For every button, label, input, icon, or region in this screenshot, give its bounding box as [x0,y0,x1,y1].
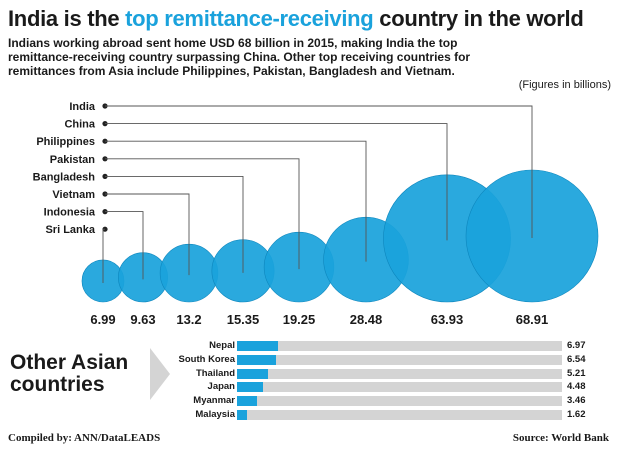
value-pakistan: 19.25 [283,312,316,327]
bar-track-thailand [237,368,562,379]
subtitle: Indians working abroad sent home USD 68 … [8,36,471,78]
value-bangladesh: 15.35 [227,312,260,327]
label-philippines: Philippines [36,136,95,148]
connector-indonesia [105,211,144,280]
bar-label-south-korea: South Korea [178,353,235,365]
page-title: India is the top remittance-receiving co… [8,6,584,32]
title-suffix: country in the world [373,6,584,31]
bar-value-japan: 4.48 [567,381,586,393]
compiled-by: Compiled by: ANN/DataLEADS [8,432,161,444]
label-sri-lanka: Sri Lanka [45,224,95,236]
label-indonesia: Indonesia [44,207,96,219]
label-china: China [64,119,95,131]
connector-sri-lanka [102,228,105,283]
bar-label-thailand: Thailand [195,367,235,379]
label-india: India [69,101,96,113]
bar-track-japan [237,382,562,393]
bar-nepal [237,341,279,351]
title-prefix: India is the [8,6,126,31]
value-vietnam: 13.2 [176,312,201,327]
source: Source: World Bank [512,432,609,444]
bar-japan [237,382,264,393]
bar-thailand [237,368,268,379]
title-accent: top remittance-receiving [125,6,374,31]
connector-pakistan [105,158,300,270]
label-bangladesh: Bangladesh [33,171,96,183]
value-labels-group: 68.91 63.93 28.48 19.25 15.35 13.2 9.63 6.99 [90,312,548,327]
connector-bangladesh [105,175,244,273]
bar-value-south-korea: 6.54 [567,353,586,365]
connector-vietnam [105,193,190,276]
value-indonesia: 9.63 [130,312,155,327]
units-note: (Figures in billions) [518,79,611,91]
value-india: 68.91 [516,312,549,327]
value-china: 63.93 [431,312,464,327]
value-sri-lanka: 6.99 [90,312,115,327]
bar-label-japan: Japan [207,381,235,393]
label-pakistan: Pakistan [50,154,96,166]
other-asian-countries-title: Other Asian countries [10,352,128,396]
bar-track-malaysia [237,410,562,420]
bar-south-korea [237,354,276,365]
bubble-chart: India China Philippines Pakistan Bangladesh V… [33,101,599,327]
bar-label-myanmar: Myanmar [193,395,235,407]
bar-myanmar [237,396,258,407]
other-title-line2: countries [10,373,105,396]
bar-value-thailand: 5.21 [567,367,586,379]
bar-malaysia [237,410,247,420]
bar-track-nepal [237,341,562,351]
connector-philippines [105,140,367,262]
bar-track-south-korea [237,354,562,365]
bar-value-malaysia: 1.62 [567,409,586,420]
bar-label-nepal: Nepal [209,340,235,351]
bar-value-myanmar: 3.46 [567,395,586,407]
connector-india [105,105,533,238]
bar-value-nepal: 6.97 [567,340,586,351]
bar-track-myanmar [237,396,562,407]
connector-china [105,123,448,241]
value-philippines: 28.48 [350,312,383,327]
connectors-group: India China Philippines Pakistan Bangladesh V… [33,101,533,283]
label-vietnam: Vietnam [52,189,95,201]
bar-label-malaysia: Malaysia [195,409,235,420]
arrow-icon [150,348,170,400]
bubbles-group [81,169,599,303]
other-title-line1: Other Asian [10,351,129,374]
